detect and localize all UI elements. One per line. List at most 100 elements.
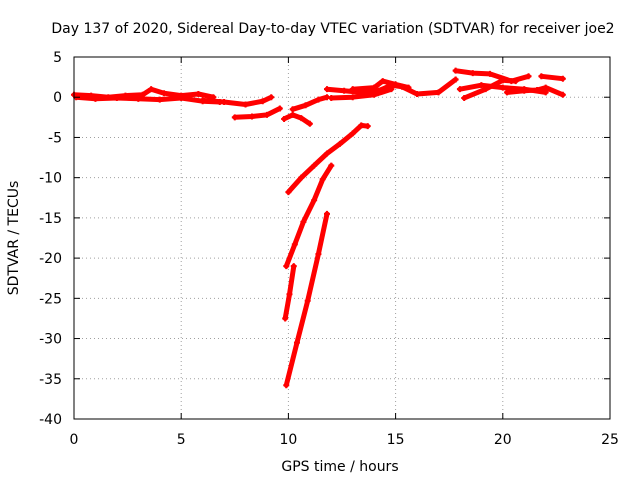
- data-point: [285, 189, 292, 196]
- series-line: [283, 163, 334, 269]
- data-point: [525, 73, 532, 80]
- y-tick-label: -10: [39, 171, 62, 187]
- data-point: [469, 70, 476, 77]
- x-tick-label: 15: [387, 432, 405, 448]
- series-trace-c: [199, 94, 275, 108]
- data-point: [328, 162, 335, 169]
- data-point: [135, 95, 142, 102]
- plot-frame: [73, 56, 611, 420]
- data-point: [281, 115, 288, 122]
- data-point: [323, 150, 330, 157]
- data-point: [300, 218, 307, 225]
- data-point: [298, 174, 305, 181]
- data-point: [231, 114, 238, 121]
- data-point: [304, 297, 311, 304]
- y-tick-labels: 5 0 -5 -10 -15 -20 -25 -30 -35 -40: [39, 50, 62, 428]
- data-point: [379, 78, 386, 85]
- data-point: [482, 86, 489, 93]
- y-tick-label: -40: [39, 412, 62, 428]
- data-point: [315, 96, 322, 103]
- series-line: [232, 106, 283, 120]
- x-axis-title: GPS time / hours: [281, 459, 398, 475]
- data-point: [289, 111, 296, 118]
- series-line: [285, 122, 371, 195]
- data-point: [364, 123, 371, 130]
- y-tick-label: -20: [39, 251, 62, 267]
- data-point: [289, 106, 296, 113]
- data-point: [478, 82, 485, 89]
- y-tick-label: -30: [39, 332, 62, 348]
- data-point: [349, 130, 356, 137]
- data-point: [542, 84, 549, 91]
- data-point: [341, 87, 348, 94]
- data-point: [538, 73, 545, 80]
- data-point: [113, 95, 120, 102]
- data-point: [559, 75, 566, 82]
- data-point: [199, 97, 206, 104]
- x-tick-label: 20: [494, 432, 512, 448]
- series-trace-d: [231, 105, 283, 121]
- series-trace-j: [452, 67, 532, 85]
- y-tick-label: 0: [53, 90, 62, 106]
- x-tick-label: 25: [601, 432, 619, 448]
- data-point: [499, 77, 506, 84]
- data-point: [156, 96, 163, 103]
- series-trace-e: [281, 111, 313, 127]
- y-tick-label: -5: [48, 130, 62, 146]
- data-point: [328, 95, 335, 102]
- y-axis-title: SDTVAR / TECUs: [6, 181, 22, 296]
- data-point: [92, 95, 99, 102]
- data-point: [195, 91, 202, 98]
- x-tick-labels: 0 5 10 15 20 25: [70, 432, 619, 448]
- data-point: [371, 84, 378, 91]
- series-line: [281, 112, 313, 127]
- x-tick-label: 10: [279, 432, 297, 448]
- data-point: [283, 263, 290, 270]
- y-tick-label: -15: [39, 211, 62, 227]
- y-tick-label: -25: [39, 291, 62, 307]
- data-point: [291, 241, 298, 248]
- series-line: [328, 86, 394, 101]
- series-trace-n: [538, 73, 566, 82]
- data-point: [512, 78, 519, 85]
- data-point: [282, 315, 289, 322]
- data-point: [336, 140, 343, 147]
- series-trace-i: [349, 78, 412, 93]
- data-point: [259, 98, 266, 105]
- chart-title: Day 137 of 2020, Sidereal Day-to-day VTE…: [51, 21, 614, 37]
- data-point: [414, 91, 421, 98]
- data-point: [298, 115, 305, 122]
- data-point: [388, 86, 395, 93]
- series-trace-l: [461, 77, 519, 102]
- data-point: [268, 94, 275, 101]
- data-point: [521, 87, 528, 94]
- data-point: [221, 99, 228, 106]
- data-point: [323, 86, 330, 93]
- series-trace-h: [328, 86, 395, 102]
- ticks: [73, 56, 611, 420]
- data-point: [319, 176, 326, 183]
- data-point: [248, 113, 255, 120]
- data-point: [242, 101, 249, 108]
- data-point: [290, 263, 297, 270]
- grid: [74, 57, 610, 419]
- data-point: [456, 86, 463, 93]
- data-point: [534, 86, 541, 93]
- data-point: [263, 111, 270, 118]
- series-trace-f: [289, 94, 330, 113]
- series-group: [71, 67, 566, 389]
- data-point: [452, 67, 459, 74]
- data-point: [283, 382, 290, 389]
- data-point: [306, 120, 313, 127]
- data-point: [315, 251, 322, 258]
- data-point: [486, 70, 493, 77]
- data-point: [461, 95, 468, 102]
- data-point: [286, 291, 293, 298]
- data-point: [349, 86, 356, 93]
- data-point: [358, 122, 365, 129]
- series-trace-r: [283, 210, 330, 389]
- series-line: [73, 94, 223, 105]
- series-trace-o: [285, 122, 371, 196]
